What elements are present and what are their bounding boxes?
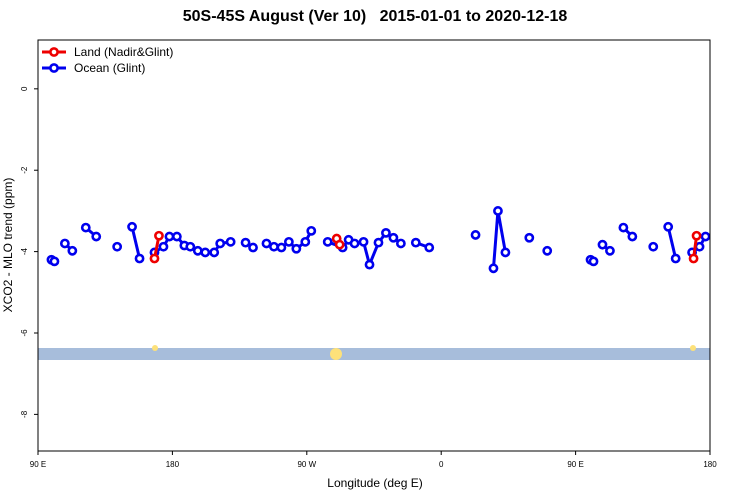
data-point [670, 253, 681, 264]
legend: Land (Nadir&Glint) Ocean (Glint) [42, 45, 173, 75]
data-point [618, 222, 629, 233]
data-point [364, 259, 375, 270]
data-point [192, 245, 203, 256]
y-tick-label: 0 [20, 86, 29, 91]
data-point [388, 232, 399, 243]
data-point [424, 242, 435, 253]
surface-band [38, 348, 710, 360]
data-point [283, 236, 294, 247]
data-point [158, 241, 169, 252]
data-point [694, 241, 705, 252]
data-point [80, 222, 91, 233]
data-point [691, 230, 702, 241]
data-point [542, 245, 553, 256]
data-point [605, 245, 615, 256]
data-point [306, 225, 317, 236]
chart-title: 50S-45S August (Ver 10) 2015-01-01 to 20… [183, 8, 568, 25]
data-point [59, 238, 70, 249]
data-point [248, 242, 258, 253]
data-point [334, 239, 345, 250]
data-point [127, 221, 137, 232]
legend-label: Land (Nadir&Glint) [74, 45, 173, 59]
data-point [112, 241, 123, 252]
data-point [261, 238, 272, 249]
data-point [373, 237, 384, 248]
data-point [700, 231, 711, 242]
data-point [171, 231, 182, 242]
data-point [164, 231, 175, 242]
data-point [240, 237, 251, 248]
data-point [648, 241, 659, 252]
plot-area [46, 206, 711, 274]
data-point [381, 227, 391, 238]
x-tick-label: 90 E [567, 460, 583, 469]
legend-marker [49, 47, 59, 57]
y-tick-label: -6 [20, 329, 29, 337]
x-tick-label: 90 W [297, 460, 316, 469]
data-point [134, 253, 145, 264]
data-point [663, 221, 674, 232]
data-point [49, 256, 60, 267]
data-point [215, 238, 226, 249]
x-tick-label: 180 [166, 460, 180, 469]
data-point [91, 231, 102, 242]
data-point [488, 263, 499, 274]
data-point [395, 238, 406, 249]
x-axis-label: Longitude (deg E) [327, 476, 422, 490]
data-point [209, 247, 220, 258]
plot-frame [37, 39, 711, 452]
data-point [322, 236, 333, 247]
data-point [500, 247, 511, 258]
marker-blob [330, 348, 342, 360]
legend-marker [49, 63, 59, 73]
data-point [291, 243, 302, 254]
y-tick-label: -2 [20, 166, 29, 174]
x-tick-label: 0 [439, 460, 444, 469]
data-point [358, 236, 369, 247]
data-point [154, 230, 164, 241]
data-point [225, 236, 236, 247]
legend-label: Ocean (Glint) [74, 61, 145, 75]
data-point [276, 242, 287, 253]
data-point [349, 238, 360, 249]
y-tick-label: -4 [20, 248, 29, 256]
y-axis-label: XCO2 - MLO trend (ppm) [1, 178, 15, 313]
marker-blob [152, 345, 158, 351]
data-point [410, 237, 421, 248]
marker-blob [690, 345, 696, 351]
data-point [470, 230, 481, 240]
data-point [300, 236, 311, 247]
data-point [524, 232, 535, 243]
data-point [149, 253, 160, 264]
data-point [493, 206, 503, 216]
data-point [269, 241, 279, 252]
data-point [588, 256, 599, 267]
data-point [688, 253, 699, 264]
data-point [185, 241, 196, 252]
data-point [200, 247, 211, 258]
x-tick-label: 180 [703, 460, 717, 469]
data-point [67, 245, 78, 256]
y-tick-label: -8 [20, 410, 29, 418]
data-point [597, 239, 608, 250]
data-point [627, 231, 638, 242]
x-tick-label: 90 E [30, 460, 46, 469]
